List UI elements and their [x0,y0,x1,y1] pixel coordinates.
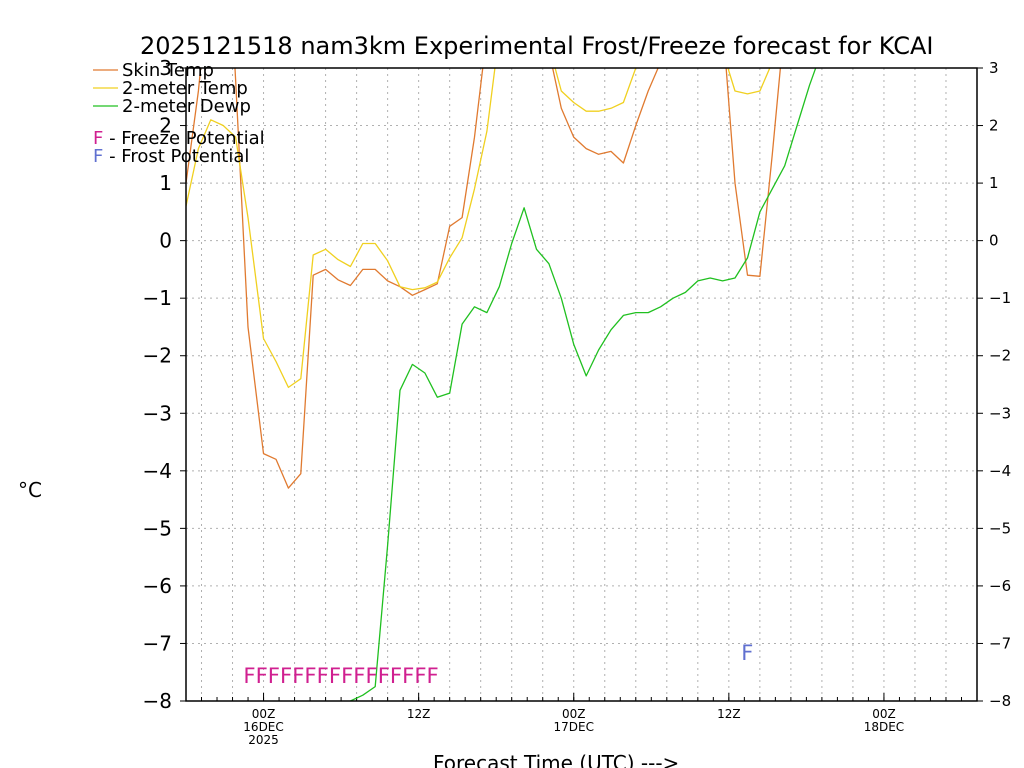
y-tick-label-right: 2 [989,117,999,135]
x-tick-label: 12Z [407,707,431,721]
y-tick-label-left: −3 [143,401,172,425]
x-tick-label: 16DEC [243,720,283,734]
legend-label: 2-meter Dewp [122,96,251,117]
legend-note: F - Frost Potential [93,146,249,167]
y-tick-label-right: −6 [989,577,1011,595]
x-tick-label: 00Z [562,707,586,721]
y-tick-label-right: 3 [989,59,999,77]
x-tick-label: 2025 [248,733,279,747]
data-series [186,68,817,701]
chart-title: 2025121518 nam3km Experimental Frost/Fre… [140,32,933,60]
y-tick-label-left: 2 [159,114,172,138]
x-tick-label: 00Z [872,707,896,721]
x-tick-label: 17DEC [554,720,594,734]
y-tick-label-right: 0 [989,232,999,250]
x-tick-label: 12Z [717,707,741,721]
legend-label: 2-meter Temp [122,78,248,99]
series-line-2-meter-temp [186,68,771,389]
y-tick-label-left: −7 [143,631,172,655]
legend-note: F - Freeze Potential [93,128,265,149]
x-tick-label: 18DEC [864,720,904,734]
y-tick-label-right: −4 [989,462,1011,480]
plot-frame [185,67,978,702]
y-tick-label-left: 3 [159,56,172,80]
x-axis-label: Forecast Time (UTC) ---> [433,751,679,768]
y-tick-label-left: −6 [143,574,172,598]
y-tick-label-right: −8 [989,692,1011,710]
y-tick-label-right: −2 [989,347,1011,365]
freeze-potential-marker: FFFFFFFFFFFFFFFF [243,664,438,688]
y-axis-label: °C [18,478,42,502]
axis-ticks: 3 3 2 2 1 1 0 0 −1 −1 −2 −2 −3 −3 −4 −4 −5 −5 −6 −6 −7 −7 −8 −8… [143,56,1012,747]
series-line-2-meter-dewp [350,68,817,701]
y-tick-label-right: −5 [989,519,1011,537]
y-tick-label-left: −1 [143,286,172,310]
y-tick-label-left: −2 [143,344,172,368]
y-tick-label-left: 0 [159,229,172,253]
y-tick-label-right: 1 [989,174,999,192]
y-tick-label-left: −5 [143,516,172,540]
x-tick-label: 00Z [252,707,276,721]
y-tick-label-left: −4 [143,459,172,483]
y-tick-label-right: −7 [989,634,1011,652]
y-tick-label-right: −3 [989,404,1011,422]
y-tick-label-right: −1 [989,289,1011,307]
y-tick-label-left: 1 [159,171,172,195]
series-line-skin-temp [186,68,782,489]
legend-label: Skin Temp [122,60,214,81]
y-tick-label-left: −8 [143,689,172,713]
frost-potential-marker: F [741,641,753,665]
